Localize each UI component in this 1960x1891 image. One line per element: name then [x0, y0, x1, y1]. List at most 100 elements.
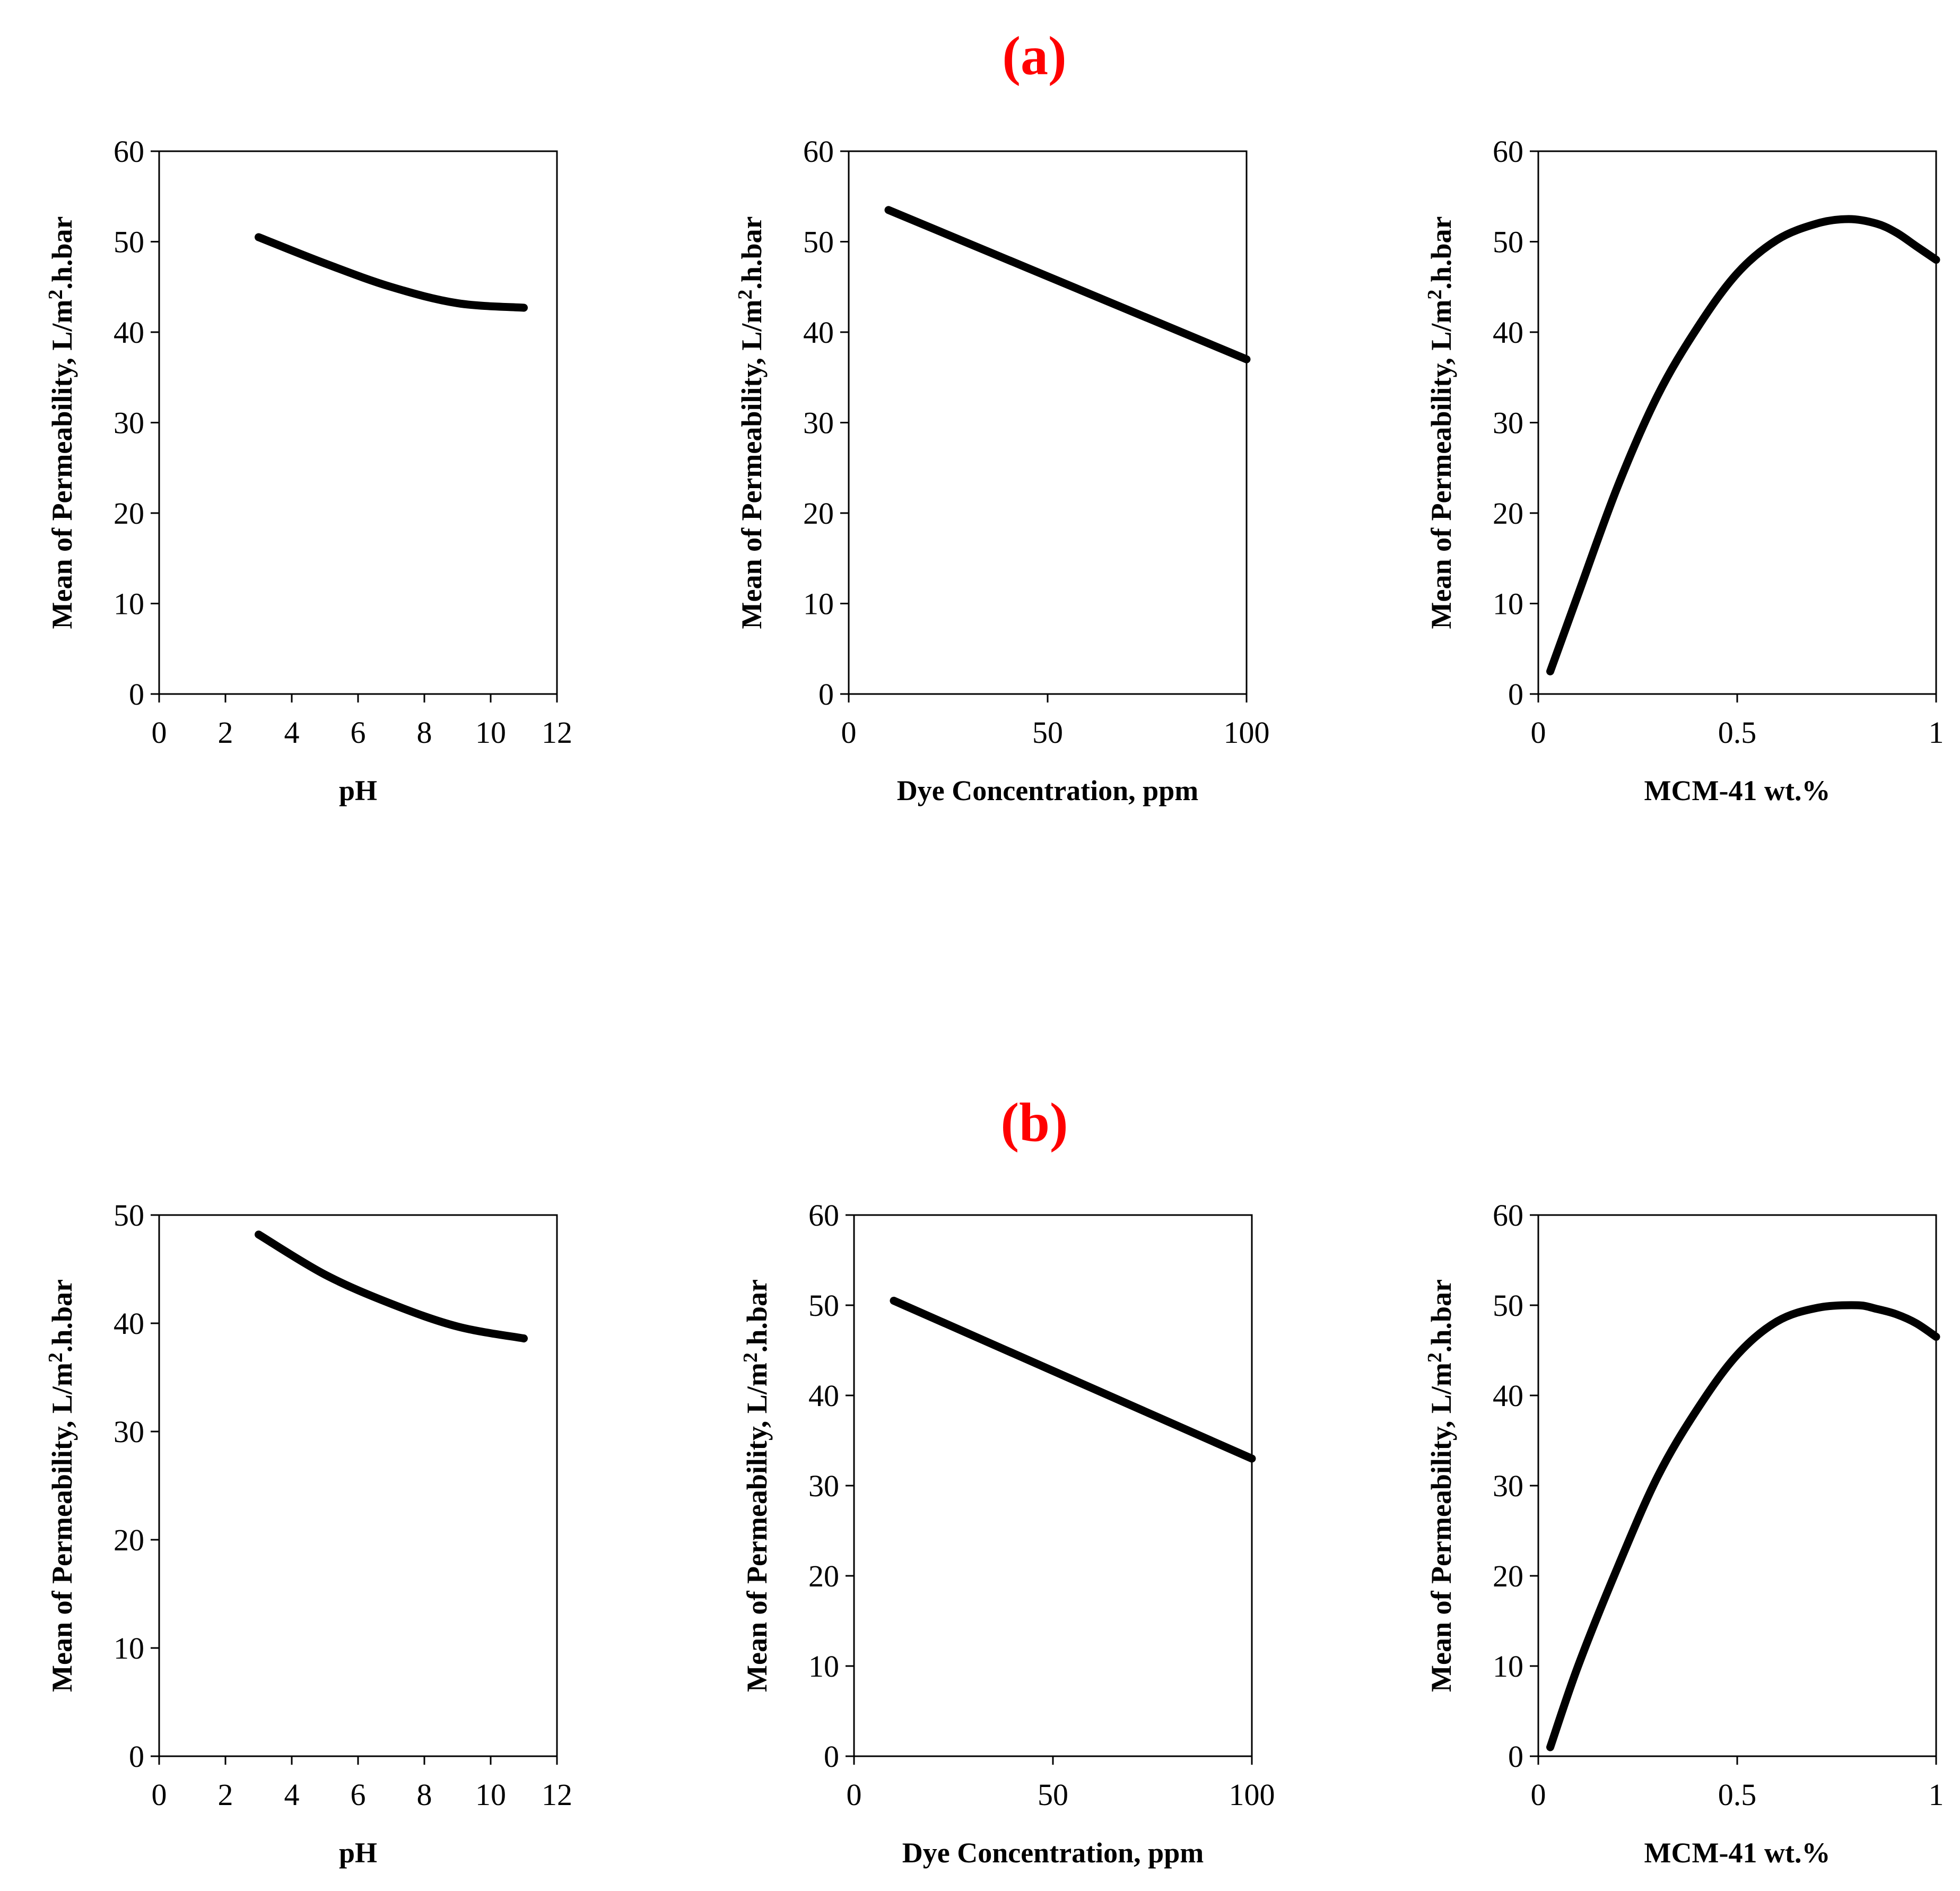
x-tick-label: 50 [1038, 1777, 1068, 1812]
x-tick-label: 2 [218, 1777, 233, 1812]
data-series-line [255, 233, 528, 312]
x-tick-label: 6 [351, 715, 366, 750]
x-tick-label: 8 [417, 715, 432, 750]
plot-frame [1537, 150, 1937, 695]
y-tick-label: 10 [1493, 1649, 1523, 1684]
y-tick-label: 20 [803, 496, 834, 531]
x-tick-label: 4 [284, 1777, 300, 1812]
x-tick-label: 4 [284, 715, 300, 750]
y-tick-label: 10 [114, 587, 144, 621]
x-tick-label: 10 [475, 1777, 506, 1812]
x-tick-label: 2 [218, 715, 233, 750]
x-tick-label: 0 [152, 715, 167, 750]
y-tick-label: 50 [1493, 1288, 1523, 1323]
y-tick-label: 20 [808, 1559, 839, 1593]
y-tick-label: 60 [808, 1198, 839, 1233]
y-tick-label: 0 [1508, 1739, 1523, 1774]
panel-label-a: (a) [1002, 25, 1066, 86]
y-tick-label: 30 [114, 1415, 144, 1449]
y-axis-title: Mean of Permeability, L/m2.h.bar [45, 1279, 78, 1692]
x-axis-title: MCM-41 wt.% [1644, 775, 1831, 806]
chart-b-1: 0 10 20 30 40 50 0 2 4 6 8 10 12 pH Mean of Permeabili… [45, 1198, 572, 1869]
x-tick-label: 1 [1929, 715, 1944, 750]
x-axis-title: pH [339, 775, 377, 806]
y-tick-label: 50 [114, 225, 144, 259]
chart-a-3: 0 10 20 30 40 50 60 0 0.5 1 MCM-41 wt.% Mean of Per… [1424, 134, 1944, 806]
x-tick-label: 0 [152, 1777, 167, 1812]
x-axis-title: Dye Concentration, ppm [897, 775, 1198, 806]
chart-b-3: 0 10 20 30 40 50 60 0 0.5 1 MCM-41 wt.% Mean of Per… [1424, 1198, 1944, 1869]
y-tick-label: 10 [803, 587, 834, 621]
plot-frame [1537, 1214, 1937, 1757]
x-tick-label: 0 [1531, 715, 1546, 750]
y-tick-label: 40 [1493, 315, 1523, 350]
chart-a-1: 0 10 20 30 40 50 60 0 2 4 6 8 10 12 pH Mean of Permeabi… [45, 134, 572, 806]
y-tick-label: 60 [1493, 1198, 1523, 1233]
data-series-line [1546, 1301, 1940, 1751]
y-tick-label: 40 [1493, 1378, 1523, 1413]
y-tick-label: 40 [114, 315, 144, 350]
y-tick-label: 50 [808, 1288, 839, 1323]
y-tick-label: 0 [129, 677, 144, 712]
y-tick-label: 60 [1493, 134, 1523, 169]
y-tick-label: 20 [114, 1523, 144, 1557]
y-tick-label: 30 [1493, 1469, 1523, 1503]
x-tick-label: 6 [351, 1777, 366, 1812]
y-axis-title: Mean of Permeability, L/m2.h.bar [45, 216, 78, 629]
y-tick-label: 20 [114, 496, 144, 531]
panel-label-b: (b) [1000, 1092, 1068, 1153]
data-series-line [884, 206, 1251, 363]
x-tick-label: 0 [841, 715, 857, 750]
plot-frame [158, 1214, 558, 1757]
data-series-line [1546, 215, 1940, 675]
chart-b-2: 0 10 20 30 40 50 60 0 50 100 Dye Concentration, pp… [739, 1198, 1275, 1869]
x-tick-label: 100 [1229, 1777, 1275, 1812]
y-tick-label: 30 [803, 406, 834, 440]
x-tick-label: 10 [475, 715, 506, 750]
y-tick-label: 50 [1493, 225, 1523, 259]
y-tick-label: 30 [808, 1469, 839, 1503]
plot-frame [158, 150, 558, 695]
y-tick-label: 0 [129, 1739, 144, 1774]
data-series-line [890, 1297, 1256, 1463]
y-tick-label: 50 [114, 1198, 144, 1233]
y-tick-label: 50 [803, 225, 834, 259]
x-tick-label: 50 [1032, 715, 1063, 750]
x-axis-title: Dye Concentration, ppm [902, 1837, 1204, 1869]
x-tick-label: 1 [1929, 1777, 1944, 1812]
y-tick-label: 0 [818, 677, 834, 712]
x-axis-title: pH [339, 1837, 377, 1869]
x-tick-label: 12 [542, 715, 572, 750]
y-tick-label: 0 [1508, 677, 1523, 712]
y-tick-label: 30 [114, 406, 144, 440]
x-tick-label: 0.5 [1718, 1777, 1757, 1812]
plot-frame [853, 1214, 1253, 1757]
y-axis-title: Mean of Permeability, L/m2.h.bar [1424, 1279, 1457, 1692]
y-tick-label: 40 [808, 1378, 839, 1413]
y-tick-label: 10 [114, 1631, 144, 1666]
x-tick-label: 0 [1531, 1777, 1546, 1812]
x-tick-label: 0 [847, 1777, 862, 1812]
chart-a-2: 0 10 20 30 40 50 60 0 50 100 Dye Concentration, pp… [734, 134, 1270, 806]
y-tick-label: 20 [1493, 496, 1523, 531]
y-tick-label: 10 [1493, 587, 1523, 621]
data-series-line [255, 1230, 528, 1343]
x-tick-label: 12 [542, 1777, 572, 1812]
y-tick-label: 10 [808, 1649, 839, 1684]
y-tick-label: 0 [824, 1739, 839, 1774]
y-tick-label: 40 [803, 315, 834, 350]
y-tick-label: 20 [1493, 1559, 1523, 1593]
y-tick-label: 60 [803, 134, 834, 169]
x-axis-title: MCM-41 wt.% [1644, 1837, 1831, 1869]
y-tick-label: 30 [1493, 406, 1523, 440]
x-tick-label: 8 [417, 1777, 432, 1812]
y-tick-label: 60 [114, 134, 144, 169]
y-tick-label: 40 [114, 1306, 144, 1341]
x-tick-label: 0.5 [1718, 715, 1757, 750]
x-tick-label: 100 [1224, 715, 1270, 750]
y-axis-title: Mean of Permeability, L/m2.h.bar [734, 216, 768, 629]
y-axis-title: Mean of Permeability, L/m2.h.bar [739, 1279, 773, 1692]
plot-frame [848, 150, 1248, 695]
